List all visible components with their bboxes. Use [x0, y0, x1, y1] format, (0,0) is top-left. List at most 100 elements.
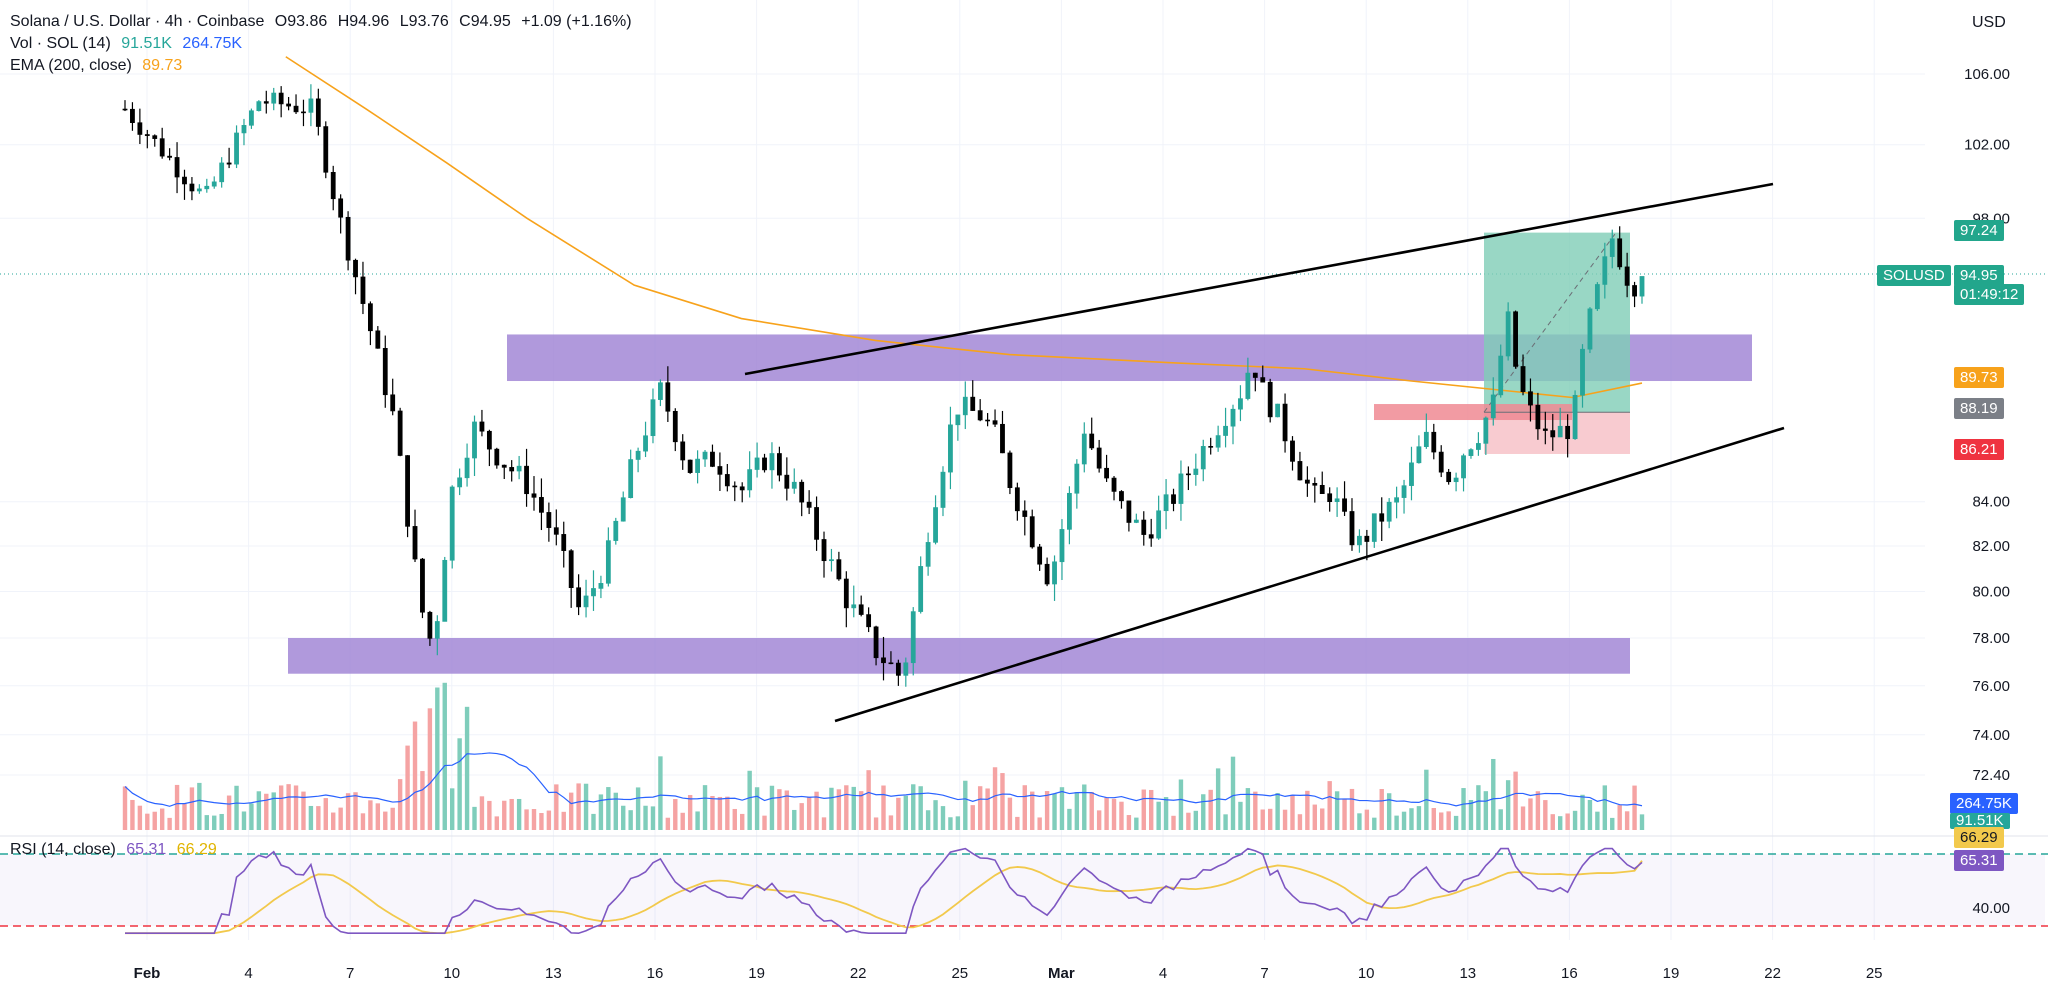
volume-bar [643, 805, 648, 830]
candle-body [1609, 238, 1615, 257]
volume-bar [695, 811, 700, 830]
volume-bar [1624, 811, 1630, 830]
candle-body [405, 455, 410, 527]
volume-bar [479, 796, 485, 830]
candle-body [315, 98, 321, 127]
candle-body [1126, 500, 1132, 523]
candle-body [1453, 477, 1459, 483]
volume-bar [1260, 809, 1265, 830]
candle-body [457, 477, 463, 488]
candle-body [1260, 377, 1266, 383]
volume-bar [918, 786, 923, 830]
upper-trendline [744, 182, 1774, 376]
volume-bar [1431, 808, 1436, 830]
volume-bar [353, 792, 358, 830]
volume-bar [1505, 780, 1511, 830]
volume-bar [286, 784, 291, 830]
candle-body [591, 588, 596, 597]
time-axis[interactable]: Feb 4 7 10 13 16 19 22 25 Mar 4 7 10 13 16 19 22 25 [134, 965, 1883, 982]
candle-body [1067, 492, 1072, 530]
trendlines[interactable] [744, 182, 1785, 723]
volume-bar [814, 791, 819, 830]
volume-bar [1141, 789, 1146, 830]
volume-bar [836, 789, 842, 830]
volume-bar [249, 803, 254, 830]
volume-ma-line [124, 752, 1643, 807]
price-tick-label: 78.00 [1972, 630, 2010, 647]
candle-body [836, 559, 842, 580]
candle-body [1297, 461, 1303, 481]
candle-body [1133, 519, 1139, 523]
candle-body [1000, 423, 1005, 454]
candle-body [948, 424, 953, 473]
candle-body [1349, 511, 1355, 546]
candle-body [1386, 501, 1392, 522]
candle-body [568, 550, 574, 588]
candle-body [1431, 431, 1437, 453]
volume-bar [1305, 790, 1310, 830]
symbol-title[interactable]: Solana / U.S. Dollar · 4h · Coinbase [10, 13, 265, 30]
ema-polyline [285, 56, 1643, 399]
lower-trendline [834, 426, 1785, 723]
rsi-ma-tag: 66.29 [1954, 827, 2004, 848]
candle-body [1342, 498, 1347, 512]
time-tick-label: 25 [1866, 965, 1883, 982]
volume-bar [509, 798, 514, 830]
volume-bar [1089, 792, 1094, 830]
volume-bar [955, 816, 961, 830]
candle-body [762, 457, 767, 471]
volume-bar [1535, 791, 1541, 830]
candle-body [1535, 404, 1541, 430]
volume-bar [1022, 785, 1027, 830]
candle-body [427, 611, 433, 639]
volume-bar [806, 796, 812, 830]
time-tick-label: 16 [647, 965, 664, 982]
candle-body [754, 457, 760, 470]
candle-body [308, 98, 314, 113]
candle-body [910, 611, 916, 664]
volume-legend[interactable]: Vol · SOL (14) 91.51K 264.75K [10, 35, 248, 53]
candle-body [776, 453, 782, 476]
volume-bar [1491, 758, 1496, 830]
candle-body [1052, 561, 1057, 585]
volume-bar [1201, 794, 1206, 830]
volume-bar [1558, 816, 1563, 830]
price-tick-label: 84.00 [1972, 494, 2010, 511]
volume-bar [829, 787, 834, 830]
currency-label[interactable]: USD [1972, 14, 2006, 31]
candle-body [516, 465, 522, 472]
candle-body [390, 394, 396, 412]
candle-body [353, 259, 358, 278]
candle-body [1624, 266, 1630, 286]
volume-bar [687, 795, 693, 830]
candle-body [189, 183, 195, 192]
volume-bar [717, 796, 723, 830]
volume-bar [1000, 773, 1005, 830]
volume-bar [1007, 797, 1013, 830]
candle-body [1483, 417, 1489, 444]
candle-body [1230, 408, 1236, 427]
volume-bar [241, 811, 247, 830]
ema-legend[interactable]: EMA (200, close) 89.73 [10, 57, 188, 75]
price-axis[interactable]: 106.00102.0098.0084.0082.0080.0078.0076.… [1964, 66, 2010, 917]
rsi-legend[interactable]: RSI (14, close) 65.31 66.29 [10, 841, 223, 859]
volume-bar [963, 780, 968, 830]
volume-bar [390, 807, 395, 830]
volume-bar [1401, 811, 1407, 830]
volume-bar [457, 738, 462, 830]
volume-bar [383, 811, 388, 830]
volume-bar [606, 787, 611, 830]
volume-bar [792, 809, 797, 830]
volume-bar [1409, 808, 1414, 830]
volume-bar [940, 806, 946, 830]
candle-body [1163, 494, 1169, 512]
volume-bar [1275, 793, 1280, 830]
candle-body [583, 595, 589, 608]
time-tick-label: 7 [346, 965, 354, 982]
rsi-ma-polyline [125, 860, 1643, 935]
volume-bar [435, 687, 440, 830]
candle-body [1089, 433, 1095, 449]
candle-body [531, 493, 537, 498]
volume-bar [219, 813, 224, 830]
